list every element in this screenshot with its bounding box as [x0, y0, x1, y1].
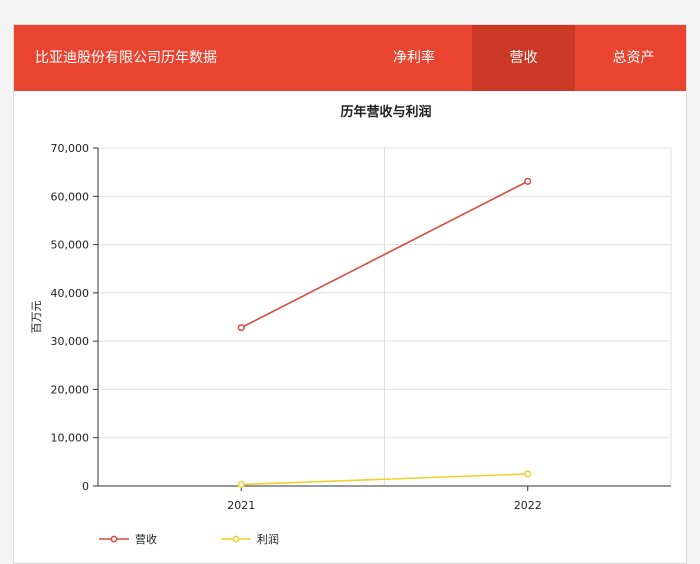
x-tick-label: 2021 [227, 499, 255, 512]
tab-total-assets[interactable]: 总资产 [612, 50, 655, 66]
tab-revenue[interactable]: 营收 [472, 25, 575, 91]
page-title: 比亚迪股份有限公司历年数据 [35, 50, 217, 66]
data-panel: 比亚迪股份有限公司历年数据 净利率 营收 总资产 [13, 24, 687, 564]
y-tick-label: 70,000 [51, 142, 90, 155]
y-tick-label: 30,000 [51, 335, 90, 348]
legend-swatch-point [232, 535, 240, 543]
series-line-profit [241, 473, 528, 486]
x-tick-label: 2022 [514, 499, 542, 512]
data-point [237, 481, 245, 489]
y-tick-label: 20,000 [51, 383, 90, 396]
y-tick-label: 60,000 [51, 190, 90, 203]
series-line-revenue [240, 180, 529, 329]
y-tick-label: 0 [82, 480, 89, 493]
legend-label: 营收 [135, 532, 157, 546]
y-tick-label: 50,000 [51, 239, 90, 252]
y-axis-label: 百万元 [30, 301, 43, 334]
y-tick-label: 10,000 [51, 432, 90, 445]
header-bar: 比亚迪股份有限公司历年数据 净利率 营收 总资产 [14, 25, 686, 91]
data-point [237, 324, 245, 332]
chart-title: 历年营收与利润 [340, 104, 431, 120]
y-tick-label: 40,000 [51, 287, 90, 300]
data-point [524, 470, 532, 478]
tab-net-margin[interactable]: 净利率 [393, 50, 435, 66]
legend-swatch-point [110, 535, 118, 543]
legend-label: 利润 [257, 532, 279, 546]
data-point [524, 177, 532, 185]
